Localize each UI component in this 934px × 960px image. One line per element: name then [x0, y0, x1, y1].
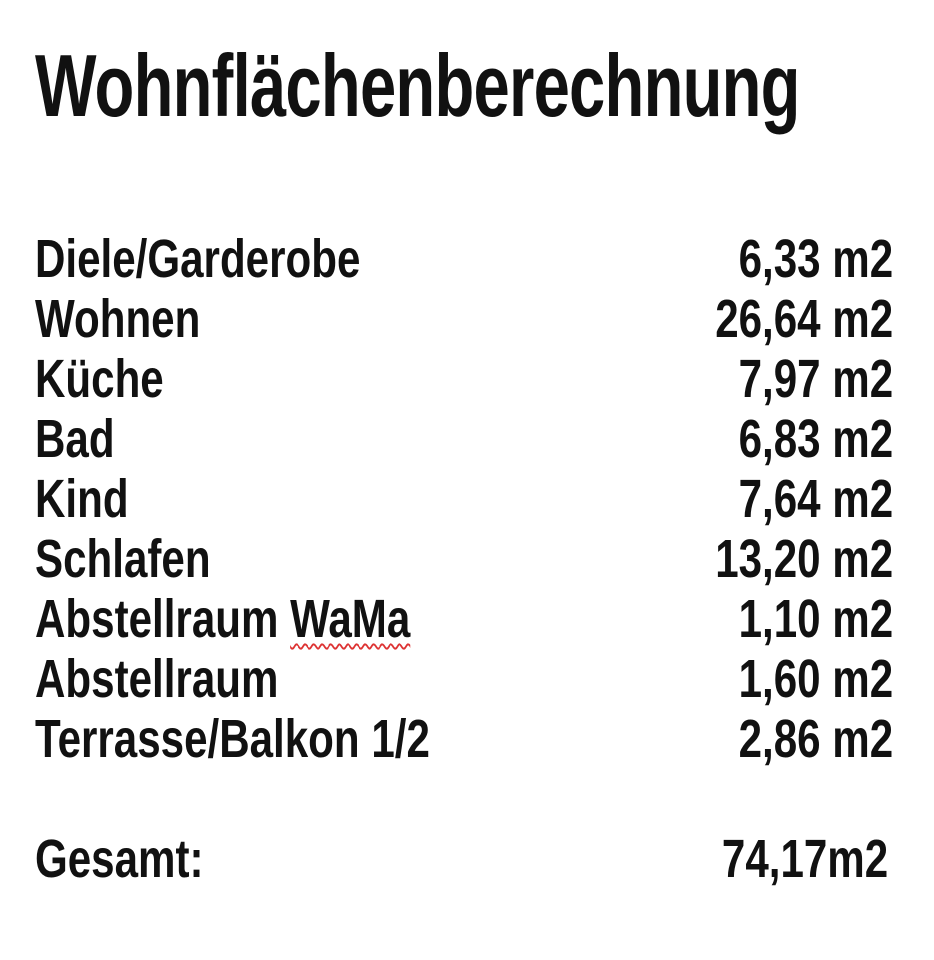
- room-area: 6,83 m2: [738, 409, 893, 469]
- room-area: 1,10 m2: [738, 589, 893, 649]
- total-row: Gesamt: 74,17m2: [35, 829, 888, 889]
- room-label: Abstellraum: [35, 649, 279, 709]
- page-title: Wohnflächenberechnung: [35, 36, 800, 135]
- room-row-terrasse: Terrasse/Balkon 1/2 2,86 m2: [35, 709, 893, 769]
- spellcheck-flagged-word[interactable]: WaMa: [290, 589, 411, 649]
- room-row-kind: Kind 7,64 m2: [35, 469, 893, 529]
- room-list: Diele/Garderobe 6,33 m2 Wohnen 26,64 m2 Kü…: [35, 229, 893, 769]
- room-area: 13,20 m2: [715, 529, 893, 589]
- room-label: Kind: [35, 469, 129, 529]
- room-area: 7,64 m2: [738, 469, 893, 529]
- room-label: Wohnen: [35, 289, 201, 349]
- room-label: Schlafen: [35, 529, 211, 589]
- total-area: 74,17m2: [721, 829, 888, 889]
- room-row-kueche: Küche 7,97 m2: [35, 349, 893, 409]
- room-row-abstellraum: Abstellraum 1,60 m2: [35, 649, 893, 709]
- room-row-schlafen: Schlafen 13,20 m2: [35, 529, 893, 589]
- total-label: Gesamt:: [35, 829, 204, 889]
- room-label: Terrasse/Balkon 1/2: [35, 709, 430, 769]
- room-row-bad: Bad 6,83 m2: [35, 409, 893, 469]
- room-row-abstellraum-wama: Abstellraum WaMa 1,10 m2: [35, 589, 893, 649]
- room-label: Abstellraum WaMa: [35, 589, 410, 649]
- room-label: Küche: [35, 349, 164, 409]
- room-row-diele: Diele/Garderobe 6,33 m2: [35, 229, 893, 289]
- room-label-prefix: Abstellraum: [35, 589, 291, 649]
- room-area: 6,33 m2: [738, 229, 893, 289]
- room-area: 1,60 m2: [738, 649, 893, 709]
- room-area: 2,86 m2: [738, 709, 893, 769]
- room-label: Diele/Garderobe: [35, 229, 361, 289]
- room-area: 7,97 m2: [738, 349, 893, 409]
- room-area: 26,64 m2: [715, 289, 893, 349]
- room-label: Bad: [35, 409, 115, 469]
- room-row-wohnen: Wohnen 26,64 m2: [35, 289, 893, 349]
